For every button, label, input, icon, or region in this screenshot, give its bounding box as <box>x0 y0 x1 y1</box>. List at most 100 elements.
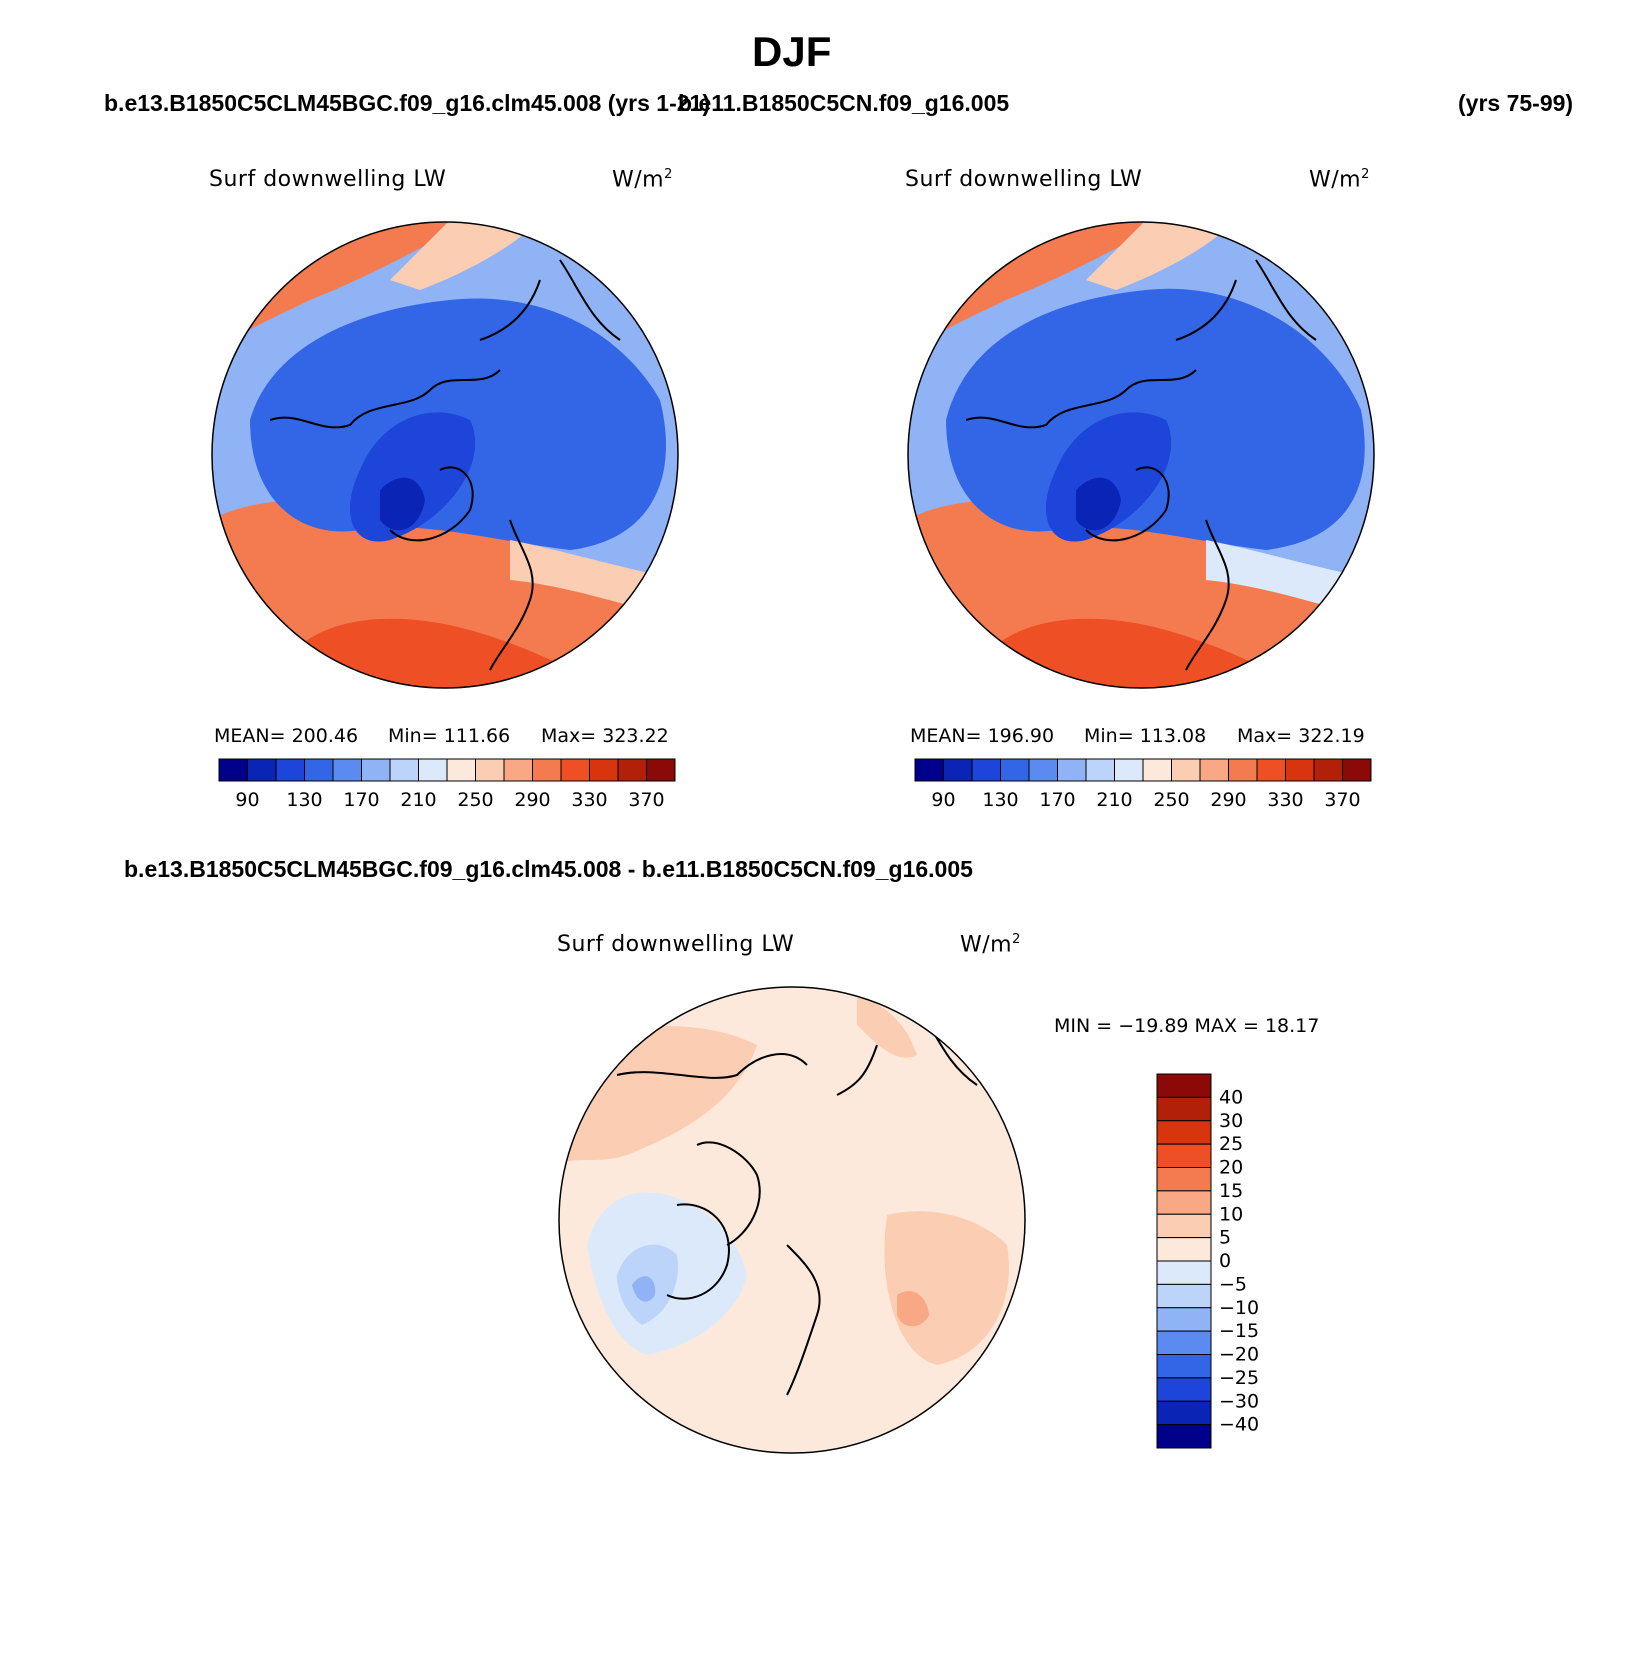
diff-colorbar-swatch <box>1156 1213 1212 1239</box>
panel-1-colorbar-swatch <box>361 758 391 782</box>
diff-map-orange-east <box>884 1211 1009 1365</box>
diff-colorbar-swatch <box>1156 1330 1212 1355</box>
panel-2-colorbar-tick-label: 90 <box>931 789 955 811</box>
panel-2-variable: Surf downwelling LW <box>905 167 1143 192</box>
case-b-years: (yrs 75-99) <box>1458 90 1574 116</box>
panel-2-colorbar-swatch <box>1342 758 1372 782</box>
panel-1-colorbar-swatch <box>646 758 676 782</box>
diff-colorbar-swatch <box>1156 1260 1212 1285</box>
panel-2-mean: MEAN= 196.90 <box>910 725 1055 747</box>
panel-1-colorbar-swatch <box>389 758 419 782</box>
panel-2-colorbar-ticks: 90 130 170 210 250 290 330 370 <box>931 789 1360 811</box>
panel-1-colorbar-ticks: 90 130 170 210 250 290 330 370 <box>235 789 664 811</box>
panel-2-colorbar-swatch <box>914 758 944 782</box>
panel-2-colorbar-swatch <box>1142 758 1172 782</box>
panel-2-colorbar-swatch <box>1171 758 1201 782</box>
diff-colorbar-swatch <box>1156 1307 1212 1332</box>
diff-title: b.e13.B1850C5CLM45BGC.f09_g16.clm45.008 … <box>124 856 973 882</box>
diff-map-red-spot <box>897 1291 929 1327</box>
panel-2-colorbar-swatch <box>971 758 1001 782</box>
diff-minmax: MIN = −19.89 MAX = 18.17 <box>1054 1015 1320 1037</box>
panel-1-max: Max= 323.22 <box>541 725 669 747</box>
panel-1-colorbar-swatch <box>275 758 305 782</box>
diff-colorbar-tick-label: −20 <box>1219 1344 1259 1366</box>
diff-colorbar-swatch <box>1156 1073 1212 1098</box>
diff-colorbar-swatch <box>1156 1400 1212 1426</box>
panel-2-colorbar <box>914 758 1372 782</box>
panel-2-colorbar-tick-label: 130 <box>982 789 1018 811</box>
panel-2-colorbar-swatch <box>1228 758 1258 782</box>
panel-1-colorbar-swatch <box>218 758 248 782</box>
panel-2-units: W/m2 <box>1309 167 1370 193</box>
panel-2-colorbar-swatch <box>1313 758 1343 782</box>
diff-colorbar-swatch <box>1156 1096 1212 1122</box>
panel-2-colorbar-swatch <box>1114 758 1144 782</box>
map-1-cold-spot <box>380 477 425 531</box>
map-1-coast-1 <box>269 259 621 671</box>
panel-1-min: Min= 111.66 <box>388 725 511 747</box>
diff-colorbar-tick-label: 15 <box>1219 1180 1243 1202</box>
panel-1-polar-map <box>211 221 679 689</box>
diff-map-orange-ne <box>857 995 917 1058</box>
panel-2-colorbar-tick-label: 170 <box>1039 789 1075 811</box>
panel-2-colorbar-tick-label: 290 <box>1210 789 1246 811</box>
diff-colorbar-swatch <box>1156 1283 1212 1309</box>
diff-map-outline <box>558 986 1026 1454</box>
diff-colorbar-tick-label: −30 <box>1219 1390 1259 1412</box>
panel-2-colorbar-tick-label: 250 <box>1153 789 1189 811</box>
panel-1-colorbar-swatch <box>503 758 533 782</box>
panel-2-colorbar-swatch <box>1000 758 1030 782</box>
panel-1-colorbar-swatch <box>247 758 277 782</box>
diff-map-coast <box>616 1004 978 1396</box>
diff-colorbar-tick-label: −25 <box>1219 1367 1259 1389</box>
panel-1-colorbar-swatch <box>617 758 647 782</box>
map-2-outline <box>907 221 1375 689</box>
panel-1-variable: Surf downwelling LW <box>209 167 447 192</box>
panel-1-colorbar-tick-label: 170 <box>343 789 379 811</box>
diff-colorbar-swatch <box>1156 1354 1212 1379</box>
diff-colorbar-swatch <box>1156 1424 1212 1449</box>
map-2-cold-spot <box>1076 477 1121 531</box>
panel-1-colorbar-tick-label: 130 <box>286 789 322 811</box>
panel-1-colorbar-tick-label: 250 <box>457 789 493 811</box>
diff-colorbar-tick-label: 30 <box>1219 1110 1243 1132</box>
panel-2-colorbar-swatch <box>1256 758 1286 782</box>
case-b-title: b.e11.B1850C5CN.f09_g16.005 <box>678 90 1010 116</box>
panel-1-colorbar-swatch <box>589 758 619 782</box>
panel-2-colorbar-tick-label: 370 <box>1324 789 1360 811</box>
diff-polar-map <box>558 986 1026 1454</box>
diff-colorbar-tick-label: −10 <box>1219 1297 1259 1319</box>
panel-1-colorbar-swatch <box>532 758 562 782</box>
diff-colorbar-swatch <box>1156 1190 1212 1215</box>
diff-colorbar-tick-label: 20 <box>1219 1157 1243 1179</box>
panel-2-colorbar-swatch <box>943 758 973 782</box>
diff-variable: Surf downwelling LW <box>557 932 795 957</box>
panel-1-colorbar-tick-label: 90 <box>235 789 259 811</box>
panel-2-colorbar-swatch <box>1199 758 1229 782</box>
panel-1-colorbar-swatch <box>418 758 448 782</box>
case-a-title: b.e13.B1850C5CLM45BGC.f09_g16.clm45.008 … <box>104 90 710 116</box>
diff-colorbar-swatch <box>1156 1237 1212 1262</box>
diff-colorbar-tick-label: 0 <box>1219 1250 1231 1272</box>
diff-map-blue-dark <box>632 1276 656 1302</box>
panel-1-colorbar <box>218 758 676 782</box>
diff-colorbar-tick-label: −15 <box>1219 1320 1259 1342</box>
diff-colorbar-swatch <box>1156 1120 1212 1145</box>
diff-colorbar-tick-label: −40 <box>1219 1414 1259 1436</box>
map-2-coast-1 <box>965 259 1317 671</box>
diff-colorbar-tick-label: 25 <box>1219 1133 1243 1155</box>
panel-2-max: Max= 322.19 <box>1237 725 1365 747</box>
map-1-pale-top <box>390 222 540 290</box>
panel-1-colorbar-swatch <box>446 758 476 782</box>
diff-colorbar-tick-label: 5 <box>1219 1227 1231 1249</box>
panel-2-colorbar-swatch <box>1085 758 1115 782</box>
map-1-outline <box>211 221 679 689</box>
diff-colorbar-tick-label: −5 <box>1219 1273 1247 1295</box>
panel-1-mean: MEAN= 200.46 <box>214 725 359 747</box>
diff-colorbar-swatch <box>1156 1167 1212 1192</box>
diff-colorbar-tick-label: 10 <box>1219 1203 1243 1225</box>
diff-units: W/m2 <box>960 932 1021 958</box>
panel-1-colorbar-swatch <box>560 758 590 782</box>
panel-2-colorbar-swatch <box>1285 758 1315 782</box>
